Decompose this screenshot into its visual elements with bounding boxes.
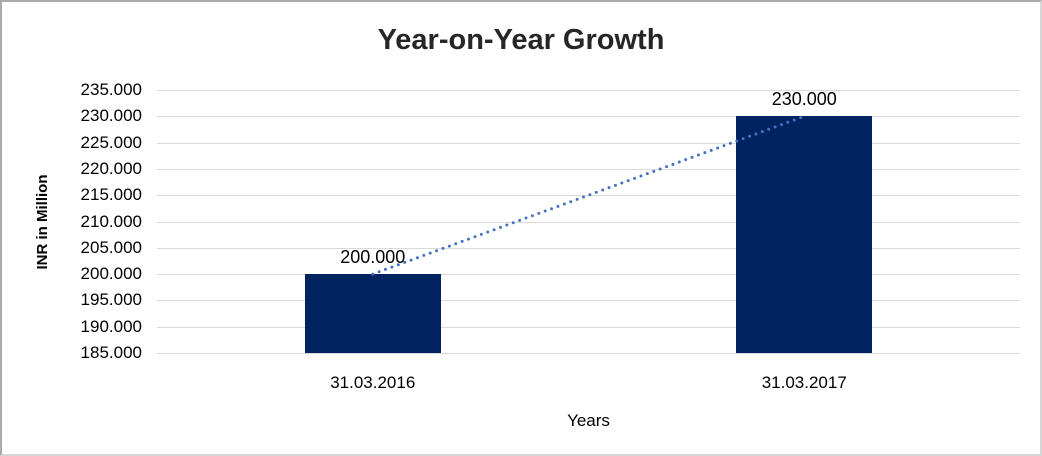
gridline xyxy=(157,168,1020,170)
y-tick-label: 200.000 xyxy=(80,264,142,284)
gridline xyxy=(157,300,1020,302)
y-tick-label: 235.000 xyxy=(80,80,142,99)
bar xyxy=(304,274,441,353)
y-tick-label: 210.000 xyxy=(80,211,142,231)
y-tick-label: 205.000 xyxy=(80,237,142,257)
gridline xyxy=(157,90,1020,91)
y-tick-label: 215.000 xyxy=(80,185,142,205)
gridline xyxy=(157,142,1020,144)
gridline xyxy=(157,221,1020,223)
bar xyxy=(736,116,873,353)
y-tick-label: 190.000 xyxy=(80,316,142,336)
bar-data-label: 200.000 xyxy=(340,247,406,268)
y-tick-label: 220.000 xyxy=(80,158,142,178)
gridline xyxy=(157,274,1020,276)
y-tick-label: 225.000 xyxy=(80,132,142,152)
y-tick-label: 195.000 xyxy=(80,290,142,310)
gridline xyxy=(157,326,1020,328)
gridline xyxy=(157,195,1020,197)
x-axis-line xyxy=(157,353,1020,354)
y-tick-label: 185.000 xyxy=(80,343,142,362)
x-tick-label: 31.03.2017 xyxy=(761,373,847,392)
gridline xyxy=(157,116,1020,118)
y-tick-label: 230.000 xyxy=(80,106,142,126)
trendline xyxy=(371,114,806,276)
x-tick-label: 31.03.2016 xyxy=(330,373,416,392)
gridline xyxy=(157,247,1020,249)
chart-title: Year-on-Year Growth xyxy=(377,24,665,56)
x-axis-title: Years xyxy=(567,411,610,430)
bar-data-label: 230.000 xyxy=(771,89,837,110)
